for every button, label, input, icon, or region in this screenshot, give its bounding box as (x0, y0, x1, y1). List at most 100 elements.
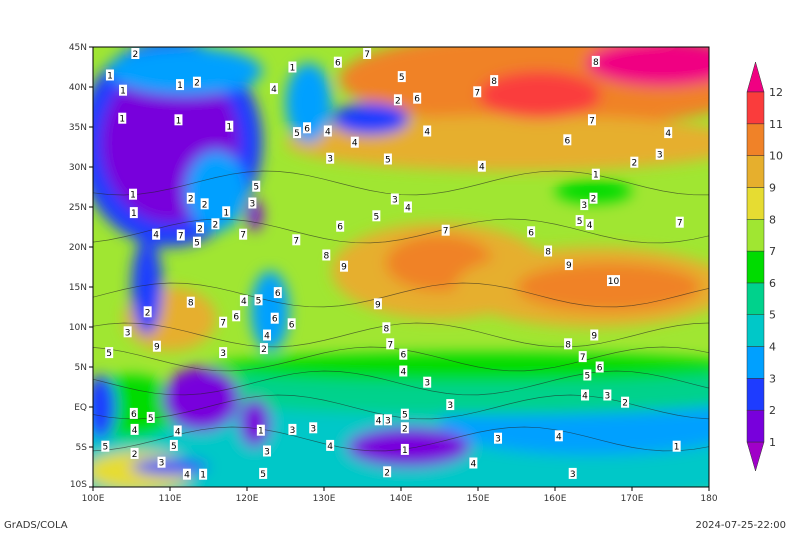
contour-label-box (131, 48, 140, 59)
contour-label: 2 (213, 220, 219, 230)
contour-label-box (176, 79, 185, 91)
contour-label: 6 (597, 364, 603, 374)
lon-tick-label: 150E (467, 494, 490, 504)
contour-line (93, 218, 709, 244)
colorbar-swatch (746, 187, 765, 220)
lat-tick-label: 45N (69, 43, 87, 53)
colorbar-bottom-arrow (746, 441, 765, 472)
contour-label-box (239, 295, 248, 307)
contour-label-box (259, 343, 268, 355)
contour-label: 1 (131, 209, 137, 219)
contour-label: 3 (264, 448, 270, 458)
contour-label: 7 (589, 116, 595, 126)
colorbar-swatch (746, 155, 765, 188)
contour-label: 3 (327, 155, 333, 165)
contour-label: 10 (608, 277, 620, 287)
contour-label-box (333, 56, 342, 68)
contour-label: 7 (364, 50, 370, 60)
contour-label: 4 (376, 416, 382, 426)
lon-tick-label: 100E (82, 494, 105, 504)
contour-label: 9 (154, 343, 160, 353)
contour-label: 4 (184, 471, 190, 481)
contour-label: 3 (570, 470, 576, 480)
lon-tick-label: 140E (390, 494, 413, 504)
contour-label: 2 (384, 468, 390, 478)
contour-label-box (292, 234, 301, 246)
contour-label-box (192, 236, 201, 248)
contour-label-box (383, 153, 392, 165)
contour-label: 4 (327, 442, 333, 452)
contour-label: 6 (233, 312, 239, 322)
contour-label: 5 (102, 443, 108, 453)
contour-label: 3 (310, 424, 316, 434)
contour-label: 5 (106, 349, 112, 359)
colorbar-label: 6 (769, 277, 776, 290)
colorbar-label: 11 (769, 118, 783, 131)
contour-label: 3 (581, 201, 587, 211)
contour-label: 2 (132, 50, 138, 60)
contour-label: 6 (528, 228, 534, 238)
lat-tick-label: 30N (69, 163, 87, 173)
colorbar-label: 8 (769, 213, 776, 226)
contour-label: 4 (271, 85, 277, 95)
contour-label-box (248, 197, 257, 209)
lon-tick-label: 160E (544, 494, 567, 504)
contour-label-box (326, 439, 335, 451)
contour-label: 4 (424, 128, 430, 138)
contour-label: 1 (290, 64, 296, 74)
contour-label: 7 (387, 340, 393, 350)
contour-label-box (382, 322, 391, 334)
contour-label: 8 (593, 58, 599, 68)
contour-label-box (575, 215, 584, 227)
colorbar-label: 2 (769, 404, 776, 417)
contour-label-box (129, 407, 138, 419)
contour-label-box (590, 329, 599, 341)
contour-label-box (568, 467, 577, 479)
shaded-region (585, 47, 709, 87)
contour-label-box (119, 84, 128, 96)
contour-label-box (423, 125, 432, 137)
colorbar-label: 3 (769, 372, 776, 385)
contour-label-box (655, 148, 664, 160)
contour-label: 5 (584, 372, 590, 382)
contour-label-box (578, 351, 587, 363)
contour-label: 7 (677, 219, 683, 229)
contour-label-box (372, 210, 381, 222)
contour-label: 1 (130, 191, 136, 201)
contour-label-box (563, 134, 572, 146)
contour-label: 4 (325, 128, 331, 138)
contour-label-box (564, 259, 573, 271)
contour-label: 8 (323, 252, 329, 262)
contour-label: 3 (604, 392, 610, 402)
contour-label: 1 (674, 443, 680, 453)
contour-label: 3 (159, 459, 165, 469)
shaded-region (162, 367, 240, 431)
contour-label: 9 (591, 332, 597, 342)
lon-tick-label: 130E (313, 494, 336, 504)
lon-tick-label: 120E (236, 494, 259, 504)
contour-label-box (672, 440, 681, 452)
contour-label-box (326, 152, 335, 164)
contour-label-box (288, 61, 297, 73)
contour-label-box (105, 69, 114, 81)
contour-label: 4 (400, 368, 406, 378)
contour-label-box (403, 201, 412, 213)
contour-label: 1 (226, 123, 232, 133)
colorbar-swatch (746, 219, 765, 252)
contour-label-box (123, 326, 132, 338)
contour-label-box (363, 48, 372, 59)
shaded-region (108, 47, 263, 95)
contour-label-box (256, 424, 265, 436)
contour-label-box (152, 340, 161, 352)
shaded-region (516, 263, 702, 311)
contour-label-box (607, 275, 621, 287)
contour-label: 2 (202, 200, 208, 210)
contour-label: 2 (402, 424, 408, 434)
contour-label-box (287, 318, 296, 330)
contour-label: 5 (294, 129, 300, 139)
contour-label: 6 (304, 124, 310, 134)
contour-label: 2 (194, 79, 200, 89)
contour-label-box (621, 396, 630, 408)
contour-label-box (664, 127, 673, 139)
